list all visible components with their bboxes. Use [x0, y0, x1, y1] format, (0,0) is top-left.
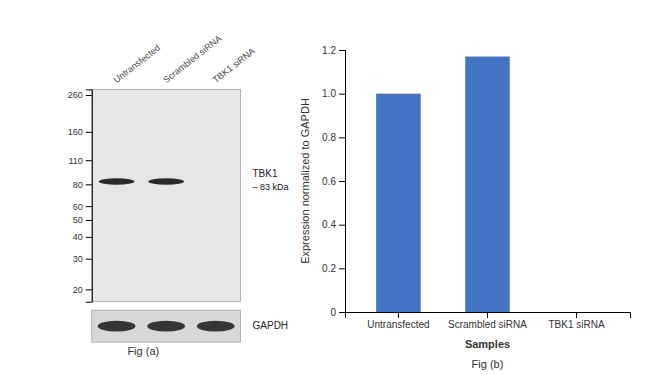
tick: 20 [73, 285, 92, 295]
tick-label: 60 [73, 202, 83, 212]
tick-label: 0.2 [322, 263, 336, 274]
axis-line [86, 90, 93, 302]
tick-label: 0 [330, 307, 336, 318]
tick-label: 260 [68, 90, 83, 100]
tick-label: 20 [73, 285, 83, 295]
bar [465, 57, 510, 312]
tick: 160 [68, 127, 92, 137]
tick: Scrambled siRNA [448, 312, 527, 330]
tick-label: 50 [73, 215, 83, 225]
tick: Untransfected [367, 312, 429, 330]
tick-mark [398, 312, 399, 318]
tick-label: Scrambled siRNA [448, 319, 527, 330]
figure: 260 160 110 80 60 50 40 30 20 Untransfected Scramb… [0, 0, 650, 374]
tick-mark [86, 289, 92, 290]
tick-label: 160 [68, 127, 83, 137]
tick-label: 80 [73, 180, 83, 190]
tick-label: 1.2 [322, 45, 336, 56]
tick-label: Untransfected [367, 319, 429, 330]
tick-mark [339, 137, 345, 138]
tick-mark [576, 312, 577, 318]
tick-mark [339, 181, 345, 182]
bar [376, 94, 421, 312]
tick-mark [339, 312, 345, 313]
tick-label: 0.4 [322, 219, 336, 230]
x-axis-title: Samples [465, 338, 510, 350]
tick-label: TBK1 siRNA [549, 319, 605, 330]
y-axis-title: Expression normalized to GAPDH [299, 98, 311, 264]
x-axis: Untransfected Scrambled siRNA TBK1 siRNA [346, 312, 631, 330]
caption: Fig (b) [472, 358, 504, 370]
tick-mark [86, 184, 92, 185]
tick-mark [487, 312, 488, 318]
bar-panel: 0 0.2 0.4 0.6 0.8 1.0 1.2 Untransfected Scramble… [299, 45, 631, 370]
lane-label: Untransfected [112, 43, 162, 85]
tick-mark [86, 160, 92, 161]
tick-label: 0.6 [322, 176, 336, 187]
y-axis: 0 0.2 0.4 0.6 0.8 1.0 1.2 [322, 45, 345, 318]
tick-label: 40 [73, 232, 83, 242]
tick-mark [86, 206, 92, 207]
tick-mark [339, 268, 345, 269]
tick: 1.2 [322, 45, 345, 56]
band-label: TBK1 [253, 168, 278, 179]
tick-mark [339, 225, 345, 226]
tick-mark [86, 220, 92, 221]
blot-panel: 260160110806050403020UntransfectedScramb… [68, 33, 289, 357]
tick-mark [86, 132, 92, 133]
tick: 260 [68, 90, 92, 100]
tick-label: 1.0 [322, 88, 336, 99]
tick: 60 [73, 202, 92, 212]
tick-mark [339, 94, 345, 95]
tick-label: 110 [68, 156, 82, 166]
tick-mark [339, 50, 345, 51]
tick: 40 [73, 232, 92, 242]
tick: 30 [73, 254, 92, 264]
band [99, 178, 135, 184]
tick: 0.4 [322, 219, 345, 230]
tick: 50 [73, 215, 92, 225]
tick: TBK1 siRNA [549, 312, 605, 330]
loading-control-blot [92, 310, 241, 342]
loading-control-band [147, 321, 185, 332]
gel [92, 89, 241, 301]
bars [376, 57, 510, 312]
marker-axis: 260 160 110 80 60 50 40 30 20 [68, 90, 93, 302]
tick-mark [86, 259, 92, 260]
lane-label: TBK1 siRNA [211, 46, 257, 85]
tick: 0.2 [322, 263, 345, 274]
tick: 0.8 [322, 132, 345, 143]
annotation: GAPDH [253, 320, 289, 331]
tick: 110 [68, 156, 91, 166]
bar [554, 312, 599, 313]
tick-label: 0.8 [322, 132, 336, 143]
tick-mark [86, 237, 92, 238]
axis-line [346, 313, 631, 319]
tick: 0 [330, 307, 345, 318]
caption: Fig (a) [127, 345, 159, 357]
tick: 0.6 [322, 176, 345, 187]
loading-control-band [98, 321, 136, 332]
tick: 80 [73, 180, 92, 190]
tick-label: 30 [73, 254, 83, 264]
tick: 1.0 [322, 88, 345, 99]
annotation: – 83 kDa [253, 182, 289, 192]
tick-mark [86, 95, 92, 96]
band [148, 178, 184, 184]
loading-control-band [197, 321, 235, 332]
axis-line [339, 51, 346, 313]
